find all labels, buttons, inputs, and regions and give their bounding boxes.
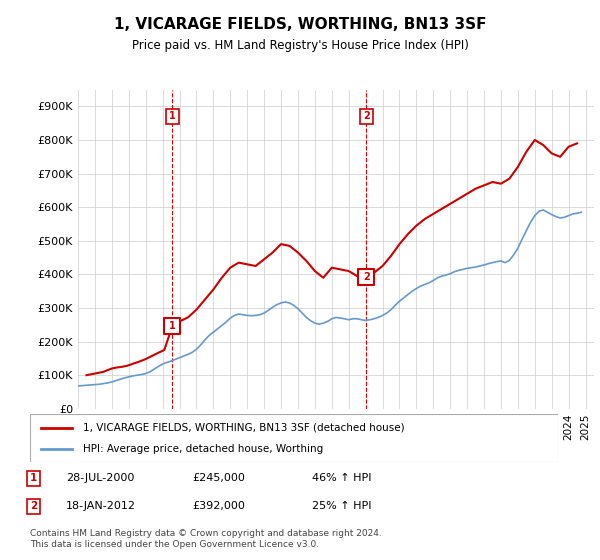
Text: 1: 1 (30, 473, 37, 483)
Point (361, 273, 371, 282)
Text: 1, VICARAGE FIELDS, WORTHING, BN13 3SF: 1, VICARAGE FIELDS, WORTHING, BN13 3SF (114, 17, 486, 32)
Text: 28-JUL-2000: 28-JUL-2000 (66, 473, 134, 483)
Text: £392,000: £392,000 (192, 501, 245, 511)
Text: 2: 2 (30, 501, 37, 511)
Point (167, 322, 177, 331)
Text: £245,000: £245,000 (192, 473, 245, 483)
Text: Contains HM Land Registry data © Crown copyright and database right 2024.
This d: Contains HM Land Registry data © Crown c… (30, 529, 382, 549)
Text: 18-JAN-2012: 18-JAN-2012 (66, 501, 136, 511)
Text: 1, VICARAGE FIELDS, WORTHING, BN13 3SF (detached house): 1, VICARAGE FIELDS, WORTHING, BN13 3SF (… (83, 423, 404, 433)
Text: 1: 1 (169, 321, 176, 332)
Text: Price paid vs. HM Land Registry's House Price Index (HPI): Price paid vs. HM Land Registry's House … (131, 39, 469, 52)
Text: 1: 1 (169, 111, 176, 122)
Text: 46% ↑ HPI: 46% ↑ HPI (312, 473, 371, 483)
Text: 25% ↑ HPI: 25% ↑ HPI (312, 501, 371, 511)
Text: 2: 2 (363, 111, 370, 122)
Text: HPI: Average price, detached house, Worthing: HPI: Average price, detached house, Wort… (83, 444, 323, 454)
Text: 2: 2 (363, 272, 370, 282)
FancyBboxPatch shape (30, 414, 558, 462)
